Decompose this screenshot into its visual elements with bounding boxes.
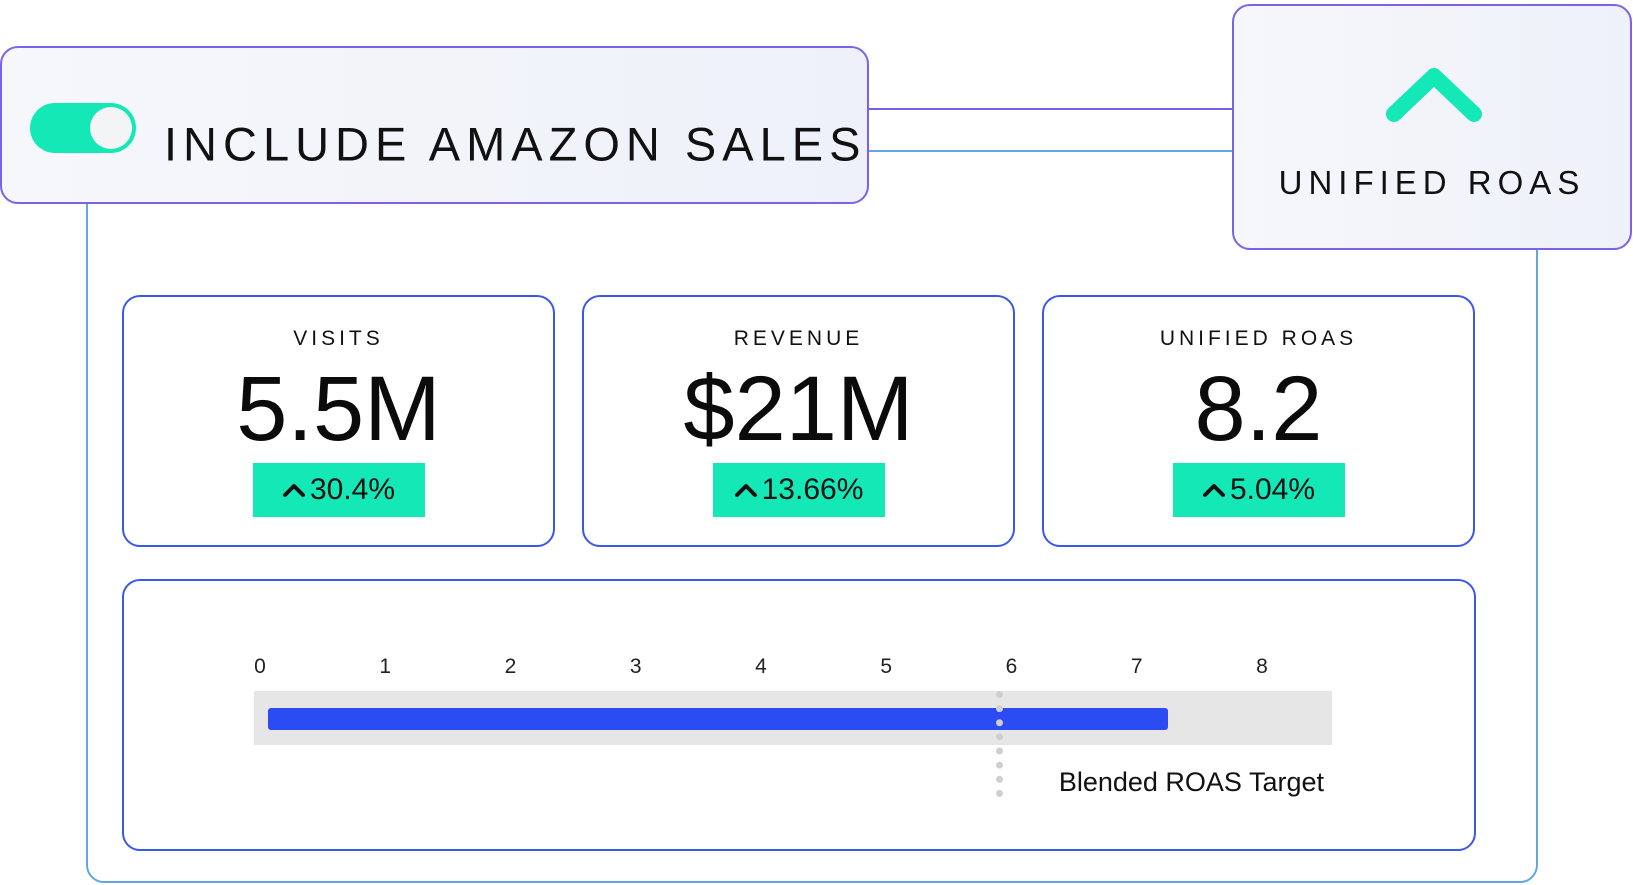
metric-title: UNIFIED ROAS (1159, 327, 1358, 350)
tick-label: 1 (379, 655, 392, 678)
change-value: 5.04% (1229, 473, 1316, 506)
target-label: Blended ROAS Target (1058, 767, 1324, 797)
tick-label: 3 (629, 655, 642, 678)
amazon-sales-toggle-card: INCLUDE AMAZON SALES (0, 46, 869, 204)
connector-line (866, 108, 1233, 110)
target-marker (995, 691, 1003, 797)
tick-label: 5 (880, 655, 893, 678)
metric-title: REVENUE (733, 327, 864, 350)
metric-card-revenue: REVENUE $21M 13.66% (582, 295, 1015, 547)
change-value: 30.4% (309, 473, 396, 506)
metric-card-visits: VISITS 5.5M 30.4% (122, 295, 555, 547)
arrow-up-icon (282, 484, 305, 497)
unified-roas-card[interactable]: UNIFIED ROAS (1232, 4, 1632, 250)
change-badge: 13.66% (712, 463, 885, 517)
roas-progress-track (254, 691, 1332, 745)
unified-roas-card-label: UNIFIED ROAS (1278, 164, 1586, 201)
tick-label: 6 (1005, 655, 1018, 678)
toggle-label: INCLUDE AMAZON SALES (164, 117, 867, 171)
toggle-knob (90, 107, 132, 149)
tick-label: 8 (1256, 655, 1268, 678)
tick-label: 2 (504, 655, 517, 678)
amazon-sales-toggle[interactable] (30, 103, 136, 153)
metric-title: VISITS (293, 327, 384, 350)
change-badge: 30.4% (252, 463, 425, 517)
metric-card-unified-roas: UNIFIED ROAS 8.2 5.04% (1042, 295, 1475, 547)
tick-label: 7 (1130, 655, 1143, 678)
chevron-up-icon (1386, 68, 1482, 122)
tick-label: 4 (755, 655, 767, 678)
arrow-up-icon (734, 484, 757, 497)
tick-label: 0 (254, 655, 266, 678)
roas-target-panel: 0 1 2 3 4 5 6 7 8 Blended ROAS Target (122, 579, 1476, 851)
metric-value: $21M (683, 358, 914, 460)
change-badge: 5.04% (1172, 463, 1345, 517)
roas-progress-fill (268, 708, 1169, 730)
arrow-up-icon (1202, 484, 1225, 497)
metric-value: 8.2 (1194, 358, 1323, 460)
change-value: 13.66% (761, 473, 864, 506)
metric-value: 5.5M (236, 358, 441, 460)
